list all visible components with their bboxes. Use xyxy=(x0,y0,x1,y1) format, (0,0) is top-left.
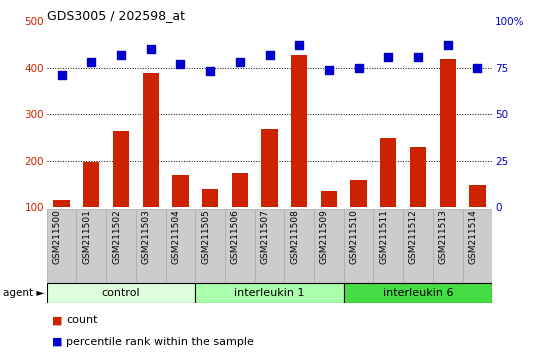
Text: ■: ■ xyxy=(52,337,63,347)
Bar xyxy=(225,209,255,282)
Text: GSM211500: GSM211500 xyxy=(53,209,62,264)
Text: GSM211505: GSM211505 xyxy=(201,209,210,264)
Bar xyxy=(439,59,456,253)
Bar xyxy=(195,209,225,282)
Bar xyxy=(47,283,195,303)
Text: GSM211511: GSM211511 xyxy=(379,209,388,264)
Point xyxy=(206,69,214,74)
Bar xyxy=(284,209,314,282)
Bar xyxy=(410,147,426,253)
Bar xyxy=(403,209,433,282)
Text: GSM211503: GSM211503 xyxy=(142,209,151,264)
Text: GSM211510: GSM211510 xyxy=(350,209,359,264)
Bar xyxy=(142,73,159,253)
Point xyxy=(354,65,363,70)
Bar xyxy=(463,209,492,282)
Text: GDS3005 / 202598_at: GDS3005 / 202598_at xyxy=(47,9,185,22)
Point xyxy=(235,59,244,65)
Bar xyxy=(373,209,403,282)
Text: GSM211509: GSM211509 xyxy=(320,209,329,264)
Bar xyxy=(106,209,136,282)
Text: control: control xyxy=(102,288,140,298)
Bar xyxy=(53,200,70,253)
Bar xyxy=(255,209,284,282)
Text: ■: ■ xyxy=(52,315,63,325)
Bar xyxy=(433,209,463,282)
Bar xyxy=(136,209,166,282)
Bar xyxy=(47,209,76,282)
Text: GSM211501: GSM211501 xyxy=(82,209,91,264)
Bar xyxy=(291,55,307,253)
Text: GSM211514: GSM211514 xyxy=(469,209,477,264)
Bar xyxy=(380,138,397,253)
Point xyxy=(295,42,304,48)
Text: GSM211506: GSM211506 xyxy=(231,209,240,264)
Point xyxy=(87,59,96,65)
Bar xyxy=(76,209,106,282)
Point xyxy=(265,52,274,57)
Bar xyxy=(172,176,189,253)
Bar xyxy=(113,131,129,253)
Text: GSM211513: GSM211513 xyxy=(439,209,448,264)
Point xyxy=(414,54,422,59)
Bar xyxy=(469,185,486,253)
Text: GSM211512: GSM211512 xyxy=(409,209,418,264)
Point xyxy=(146,46,155,52)
Point xyxy=(324,67,333,73)
Bar xyxy=(202,189,218,253)
Text: GSM211504: GSM211504 xyxy=(172,209,180,264)
Bar xyxy=(166,209,195,282)
Bar xyxy=(83,162,100,253)
Text: count: count xyxy=(66,315,97,325)
Text: interleukin 6: interleukin 6 xyxy=(383,288,453,298)
Point xyxy=(57,72,66,78)
Point xyxy=(473,65,482,70)
Bar xyxy=(321,191,337,253)
Bar xyxy=(195,283,344,303)
Point xyxy=(443,42,452,48)
Text: GSM211507: GSM211507 xyxy=(261,209,270,264)
Bar xyxy=(350,180,367,253)
Point xyxy=(176,61,185,67)
Bar xyxy=(344,283,492,303)
Bar xyxy=(344,209,373,282)
Point xyxy=(117,52,125,57)
Bar xyxy=(232,173,248,253)
Text: interleukin 1: interleukin 1 xyxy=(234,288,305,298)
Text: percentile rank within the sample: percentile rank within the sample xyxy=(66,337,254,347)
Text: GSM211502: GSM211502 xyxy=(112,209,121,264)
Point xyxy=(384,54,393,59)
Text: GSM211508: GSM211508 xyxy=(290,209,299,264)
Bar xyxy=(261,129,278,253)
Bar xyxy=(314,209,344,282)
Text: agent ►: agent ► xyxy=(3,288,44,298)
